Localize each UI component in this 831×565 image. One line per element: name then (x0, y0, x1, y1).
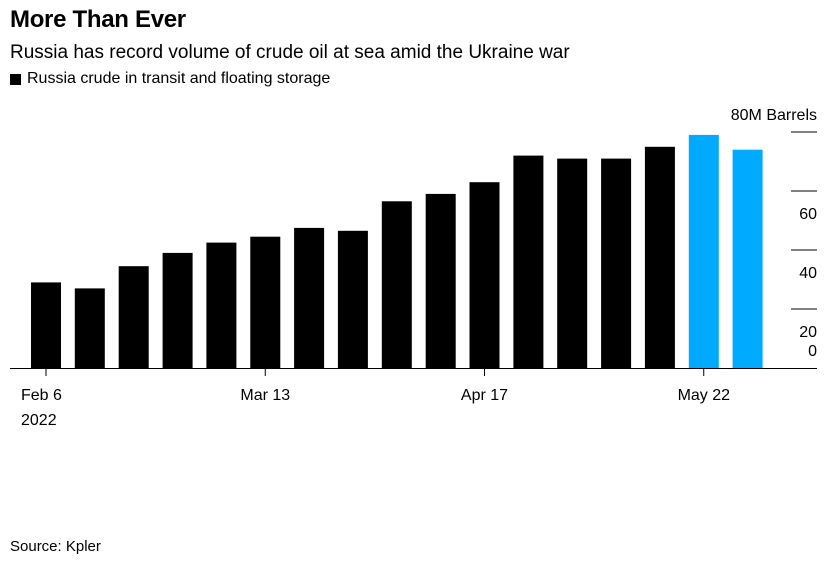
bar (206, 242, 237, 368)
x-tick-label: Feb 6 (21, 387, 62, 404)
bar (601, 158, 632, 368)
x-tick-label: Mar 13 (240, 387, 290, 404)
x-tick-label: 2022 (21, 412, 57, 429)
legend: Russia crude in transit and floating sto… (10, 70, 330, 88)
bar (31, 282, 61, 368)
bar (74, 288, 105, 368)
bar (381, 201, 412, 368)
y-tick-label: 20 (799, 324, 817, 341)
y-tick-label: 0 (808, 343, 817, 360)
bar (513, 155, 544, 368)
legend-label: Russia crude in transit and floating sto… (27, 70, 331, 87)
chart-title: More Than Ever (10, 6, 186, 33)
chart-subtitle: Russia has record volume of crude oil at… (10, 42, 570, 63)
y-tick-label: 40 (799, 265, 817, 282)
bar (688, 134, 719, 368)
y-tick-label: 80M Barrels (731, 107, 817, 124)
bar (644, 146, 675, 369)
x-tick-label: May 22 (678, 387, 731, 404)
bar (469, 182, 500, 368)
legend-swatch (10, 73, 21, 85)
bar (162, 252, 193, 368)
bar (118, 266, 149, 368)
bar (337, 230, 368, 368)
y-tick-label: 60 (799, 206, 817, 223)
bar (294, 227, 325, 368)
source-note: Source: Kpler (10, 538, 101, 555)
bar (250, 236, 281, 368)
bar (732, 149, 763, 368)
bar (425, 193, 456, 368)
bar (557, 158, 588, 368)
x-tick-label: Apr 17 (461, 387, 508, 404)
